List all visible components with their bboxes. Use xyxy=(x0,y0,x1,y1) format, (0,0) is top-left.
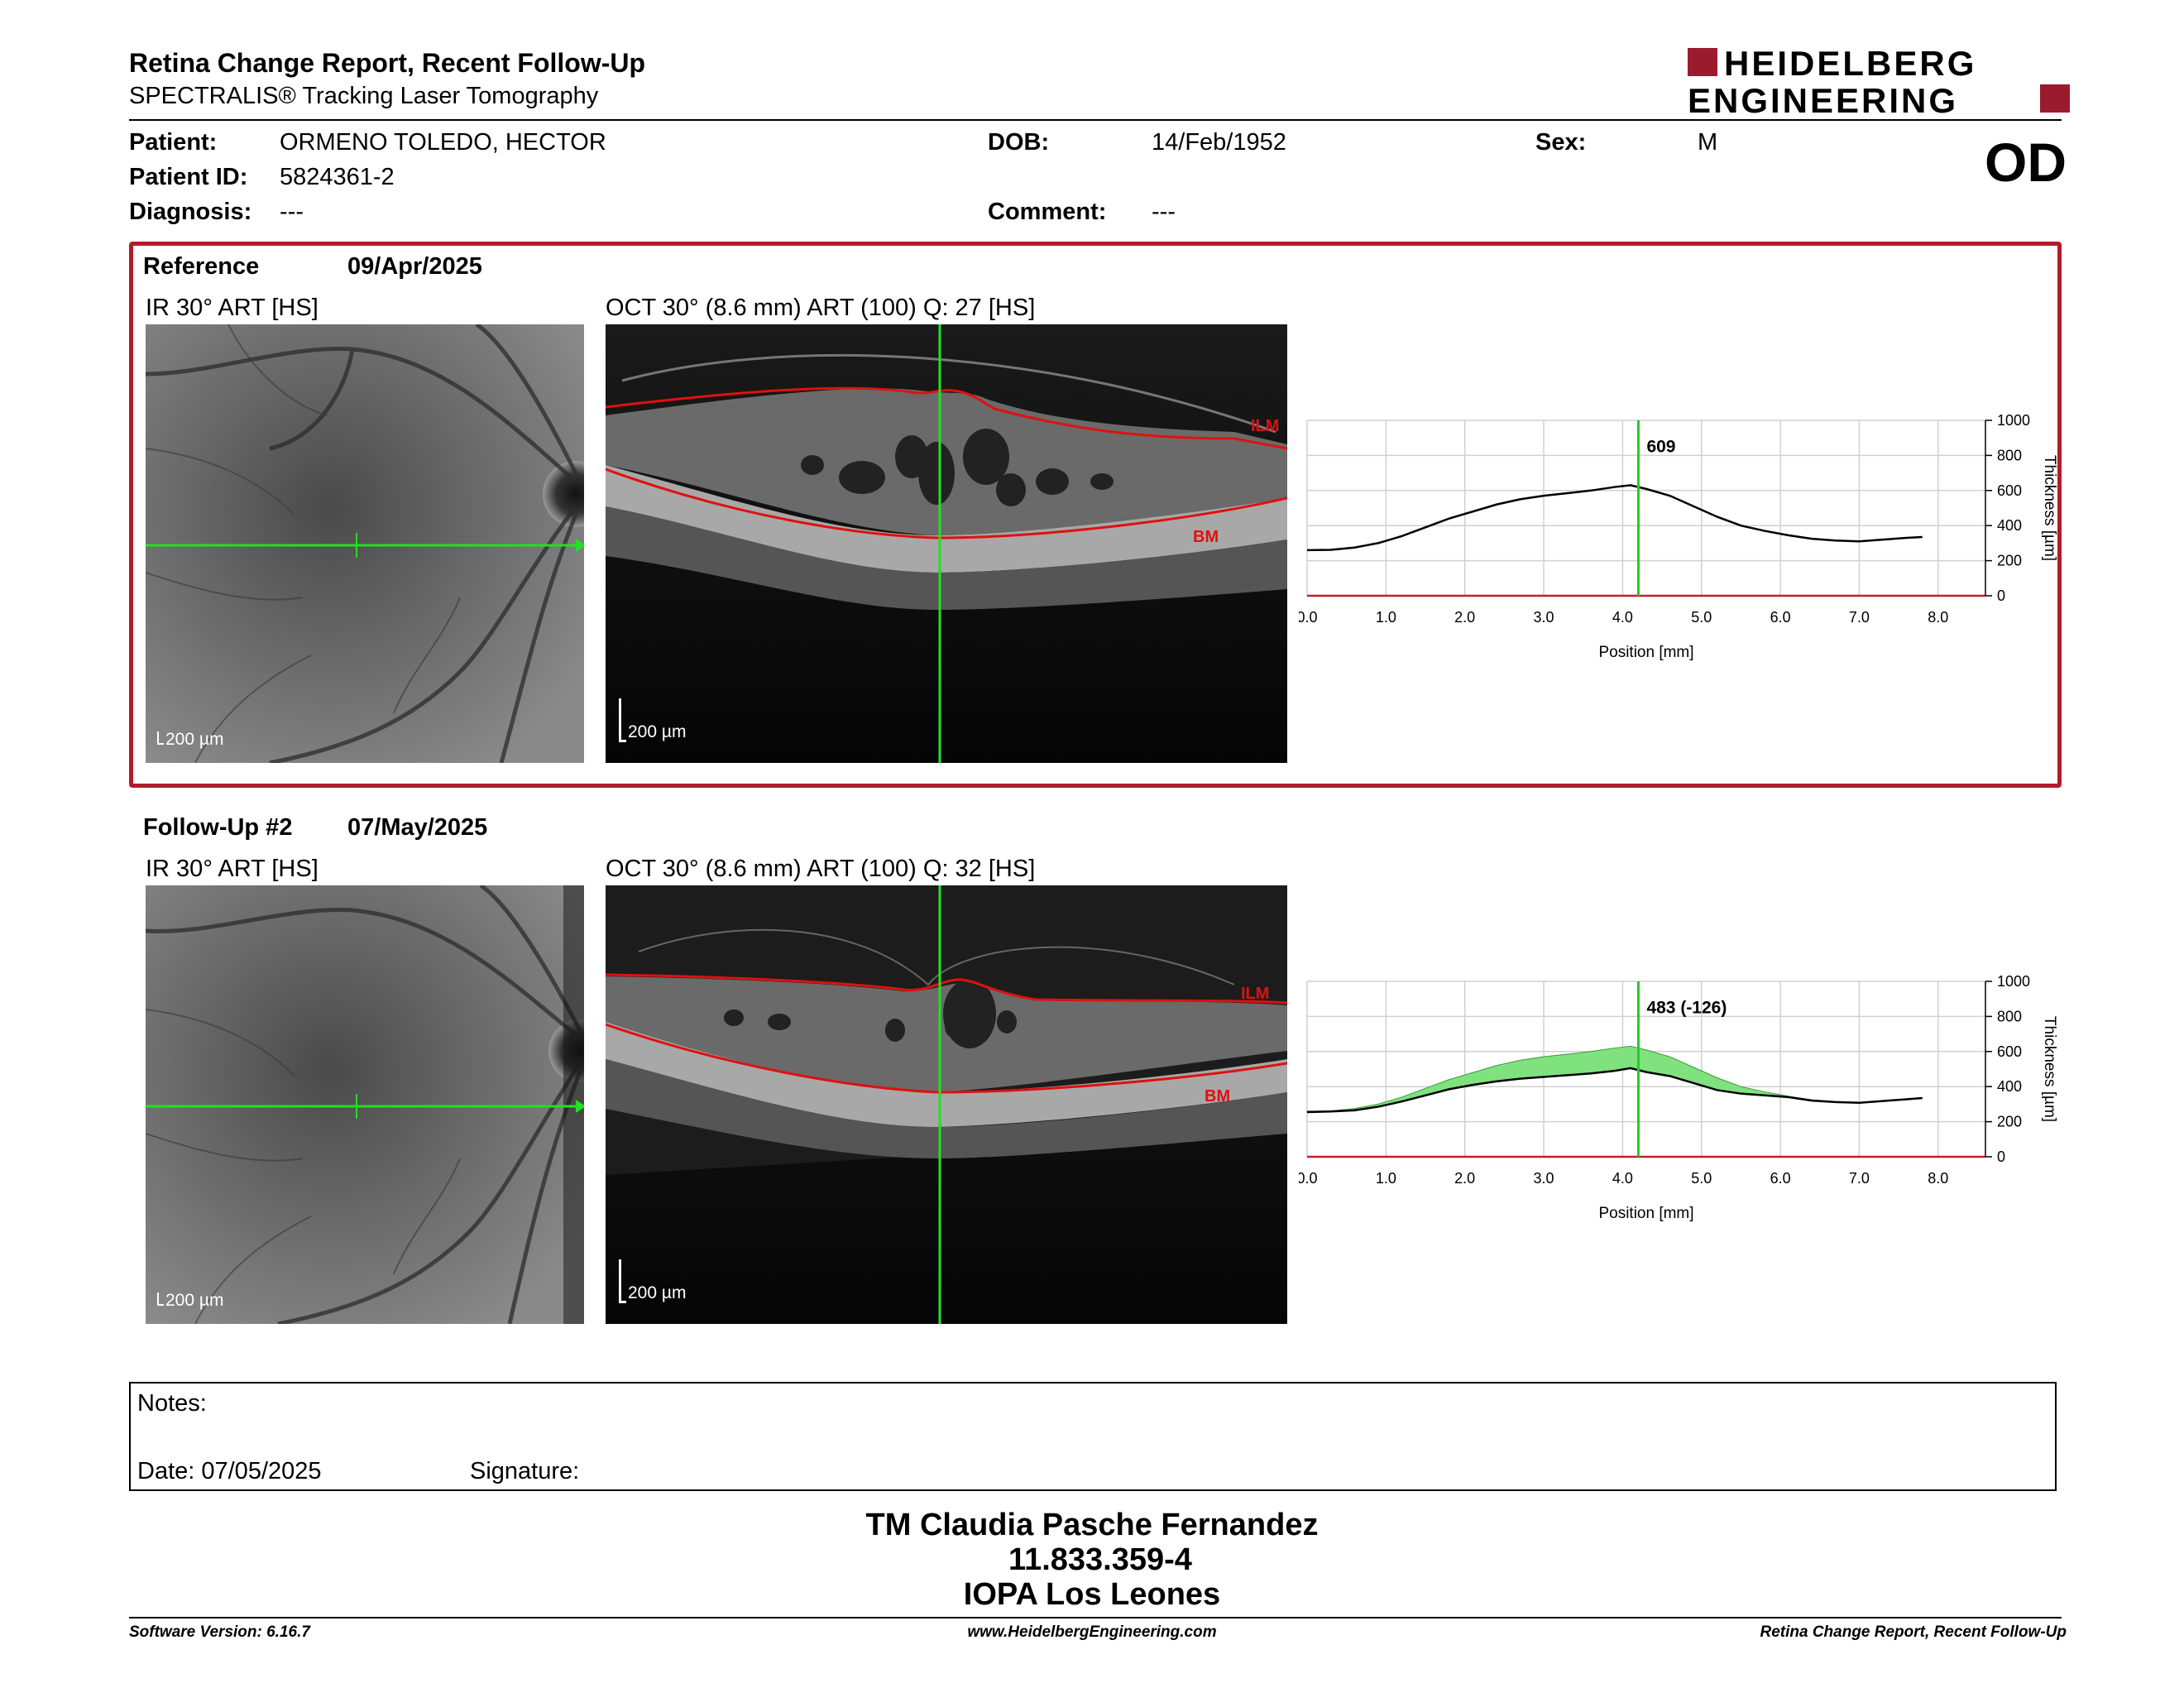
y-tick-label: 200 xyxy=(1997,553,2022,569)
dob-value: 14/Feb/1952 xyxy=(1152,129,1286,156)
sex-label: Sex: xyxy=(1535,129,1587,156)
followup-ilm-label: ILM xyxy=(1241,985,1270,1003)
notes-date: Date: 07/05/2025 xyxy=(137,1458,322,1484)
x-tick-label: 8.0 xyxy=(1928,1170,1948,1187)
followup-thickness-line xyxy=(1306,1067,1923,1114)
signature-institution: IOPA Los Leones xyxy=(963,1577,1221,1612)
notes-label: Notes: xyxy=(137,1390,207,1417)
x-tick-label: 0.0 xyxy=(1299,609,1318,626)
reference-oct-scale-label: 200 µm xyxy=(628,722,687,741)
sex-value: M xyxy=(1698,129,1718,156)
x-tick-label: 3.0 xyxy=(1534,1170,1554,1187)
fu-ir-scale-bracket xyxy=(157,1292,164,1306)
followup-thickness-change-chart: 0.0 1.0 2.0 3.0 4.0 5.0 6.0 7.0 8.0 0 200 400 600 800… xyxy=(1299,973,2058,1222)
notes-signature: Signature: xyxy=(470,1458,580,1484)
patient-id-label: Patient ID: xyxy=(129,164,248,190)
footer-software-version: Software Version: 6.16.7 xyxy=(129,1623,310,1641)
notes-box: Notes: Date: 07/05/2025 Signature: xyxy=(129,1382,2057,1491)
y-tick-label: 200 xyxy=(1997,1114,2022,1130)
x-tick-label: 4.0 xyxy=(1612,609,1633,626)
followup-label: Follow-Up #2 xyxy=(143,814,293,841)
patient-label: Patient: xyxy=(129,129,218,156)
followup-oct-scale-label: 200 µm xyxy=(628,1283,687,1302)
y-tick-label: 800 xyxy=(1997,1008,2022,1024)
x-tick-label: 1.0 xyxy=(1376,1170,1396,1187)
reference-label: Reference xyxy=(143,253,260,280)
followup-oct-bscan: ILM BM 200 µm xyxy=(606,885,1287,1324)
signature-name: TM Claudia Pasche Fernandez xyxy=(865,1508,1319,1542)
y-tick-label: 600 xyxy=(1997,482,2022,499)
reference-oct-title: OCT 30° (8.6 mm) ART (100) Q: 27 [HS] xyxy=(606,295,1036,321)
cursor-value-label: 609 xyxy=(1646,437,1675,456)
cursor-value-label: 483 (-126) xyxy=(1646,998,1727,1017)
reference-ir-fundus-image: 200 µm xyxy=(146,324,584,763)
patient-id-value: 5824361-2 xyxy=(280,164,395,190)
header-rule xyxy=(129,119,2062,121)
y-tick-label: 400 xyxy=(1997,517,2022,534)
reference-thickness-chart: 0.0 1.0 2.0 3.0 4.0 5.0 6.0 7.0 8.0 0 200 400 600 800… xyxy=(1299,412,2058,661)
followup-ir-fundus-image: 200 µm xyxy=(146,885,584,1324)
followup-date: 07/May/2025 xyxy=(347,814,488,841)
x-tick-label: 6.0 xyxy=(1770,1170,1791,1187)
signature-id: 11.833.359-4 xyxy=(1008,1542,1192,1577)
x-tick-label: 3.0 xyxy=(1534,609,1554,626)
followup-bm-label: BM xyxy=(1205,1087,1231,1105)
reference-date: 09/Apr/2025 xyxy=(347,253,482,280)
x-tick-label: 5.0 xyxy=(1691,1170,1712,1187)
footer-report-name: Retina Change Report, Recent Follow-Up xyxy=(1760,1623,2067,1641)
x-tick-label: 7.0 xyxy=(1849,1170,1870,1187)
eye-indicator: OD xyxy=(1985,132,2067,193)
reference-ir-scale-label: 200 µm xyxy=(165,730,224,749)
x-tick-label: 4.0 xyxy=(1612,1170,1633,1187)
diagnosis-value: --- xyxy=(280,199,304,225)
y-tick-label: 0 xyxy=(1997,1149,2005,1165)
y-tick-label: 800 xyxy=(1997,447,2022,463)
y-tick-label: 1000 xyxy=(1997,973,2030,990)
report-subtitle: SPECTRALIS® Tracking Laser Tomography xyxy=(129,83,599,109)
comment-value: --- xyxy=(1152,199,1176,225)
x-tick-label: 7.0 xyxy=(1849,609,1870,626)
y-tick-label: 600 xyxy=(1997,1043,2022,1060)
reference-section-box xyxy=(129,242,2062,788)
followup-oct-title: OCT 30° (8.6 mm) ART (100) Q: 32 [HS] xyxy=(606,856,1036,882)
y-axis-label: Thickness [µm] xyxy=(2041,1016,2058,1122)
heidelberg-logo: HEIDELBERG ENGINEERING xyxy=(1688,45,2070,116)
followup-ir-title: IR 30° ART [HS] xyxy=(146,856,318,882)
logo-line2: ENGINEERING xyxy=(1688,81,1958,116)
x-tick-label: 8.0 xyxy=(1928,609,1948,626)
report-title: Retina Change Report, Recent Follow-Up xyxy=(129,48,646,78)
footer-rule xyxy=(129,1617,2062,1618)
ref-ir-scale-bracket xyxy=(157,731,164,745)
x-axis-label: Position [mm] xyxy=(1598,644,1693,661)
y-axis-label: Thickness [µm] xyxy=(2041,455,2058,561)
dob-label: DOB: xyxy=(988,129,1050,156)
x-tick-label: 2.0 xyxy=(1454,609,1475,626)
reference-ir-title: IR 30° ART [HS] xyxy=(146,295,318,321)
x-tick-label: 1.0 xyxy=(1376,609,1396,626)
x-tick-label: 2.0 xyxy=(1454,1170,1475,1187)
reference-ilm-label: ILM xyxy=(1251,417,1280,435)
logo-line1: HEIDELBERG xyxy=(1724,45,1976,83)
followup-ir-scale-label: 200 µm xyxy=(165,1291,224,1310)
x-tick-label: 0.0 xyxy=(1299,1170,1318,1187)
x-tick-label: 5.0 xyxy=(1691,609,1712,626)
comment-label: Comment: xyxy=(988,199,1107,225)
y-tick-label: 0 xyxy=(1997,587,2005,604)
diagnosis-label: Diagnosis: xyxy=(129,199,252,225)
y-tick-label: 1000 xyxy=(1997,412,2030,429)
footer-website: www.HeidelbergEngineering.com xyxy=(967,1623,1217,1641)
y-tick-label: 400 xyxy=(1997,1078,2022,1095)
x-tick-label: 6.0 xyxy=(1770,609,1791,626)
thickness-line xyxy=(1306,484,1923,552)
patient-value: ORMENO TOLEDO, HECTOR xyxy=(280,129,606,156)
reference-oct-bscan: ILM BM 200 µm xyxy=(606,324,1287,763)
fu-oct-scale-bracket xyxy=(619,1259,626,1303)
ref-oct-scale-bracket xyxy=(619,698,626,742)
x-axis-label: Position [mm] xyxy=(1598,1205,1693,1222)
reference-bm-label: BM xyxy=(1193,528,1219,546)
